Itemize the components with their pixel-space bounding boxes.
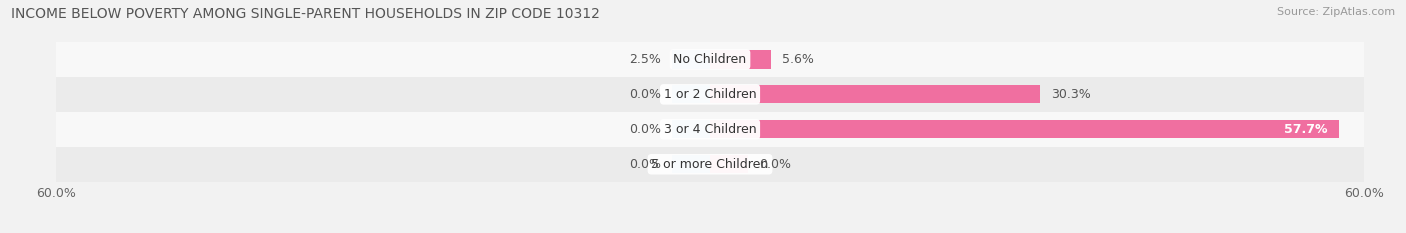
Text: 0.0%: 0.0% <box>759 158 792 171</box>
Bar <box>710 50 770 69</box>
Text: 3 or 4 Children: 3 or 4 Children <box>664 123 756 136</box>
Bar <box>710 85 1040 103</box>
Bar <box>710 120 1339 138</box>
Bar <box>672 155 689 173</box>
Bar <box>56 77 1364 112</box>
Bar <box>731 155 748 173</box>
Bar <box>1024 85 1040 103</box>
Bar <box>672 120 689 138</box>
Text: 57.7%: 57.7% <box>1284 123 1327 136</box>
Bar <box>56 42 1364 77</box>
Bar <box>755 50 770 69</box>
Bar <box>672 50 710 69</box>
Bar <box>672 155 710 173</box>
Bar <box>672 85 710 103</box>
Text: 30.3%: 30.3% <box>1052 88 1091 101</box>
Text: No Children: No Children <box>673 53 747 66</box>
Text: 5.6%: 5.6% <box>782 53 814 66</box>
Bar <box>1323 120 1339 138</box>
Text: 5 or more Children: 5 or more Children <box>651 158 769 171</box>
Bar <box>56 147 1364 182</box>
Text: 0.0%: 0.0% <box>628 123 661 136</box>
Text: 2.5%: 2.5% <box>628 53 661 66</box>
Text: 0.0%: 0.0% <box>628 88 661 101</box>
Bar <box>672 120 710 138</box>
Text: Source: ZipAtlas.com: Source: ZipAtlas.com <box>1277 7 1395 17</box>
Bar <box>56 112 1364 147</box>
Legend: Single Father, Single Mother: Single Father, Single Mother <box>595 229 825 233</box>
Text: 0.0%: 0.0% <box>628 158 661 171</box>
Bar <box>672 50 689 69</box>
Text: INCOME BELOW POVERTY AMONG SINGLE-PARENT HOUSEHOLDS IN ZIP CODE 10312: INCOME BELOW POVERTY AMONG SINGLE-PARENT… <box>11 7 600 21</box>
Text: 1 or 2 Children: 1 or 2 Children <box>664 88 756 101</box>
Bar <box>710 155 748 173</box>
Bar <box>672 85 689 103</box>
